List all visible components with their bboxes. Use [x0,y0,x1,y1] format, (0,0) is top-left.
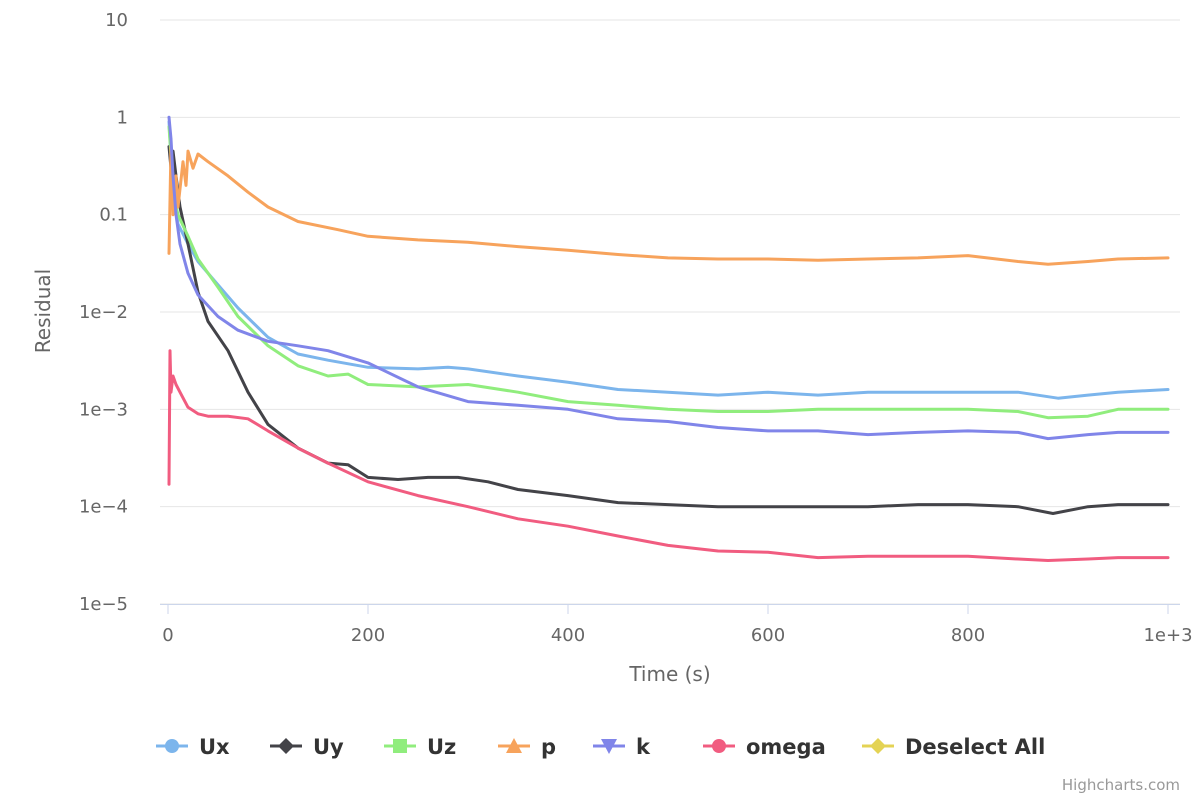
legend-marker-uy [278,738,294,754]
legend-marker-ux [165,739,179,753]
x-tick-label: 200 [351,625,385,646]
series-line-ux[interactable] [167,120,1170,400]
series-line-p[interactable] [167,145,1170,266]
y-axis: 10 1 0.1 1e−2 1e−3 1e−4 1e−5 [79,10,128,615]
series-line-uz[interactable] [167,125,1170,420]
x-tick-label: 0 [162,625,173,646]
series-line-k[interactable] [167,115,1170,441]
y-tick-label: 0.1 [99,205,128,226]
legend-label-uz: Uz [427,735,456,759]
legend-item-ux[interactable]: Ux [156,735,230,759]
series-line-omega[interactable] [167,349,1170,562]
legend-label-omega: omega [746,735,826,759]
y-tick-label: 10 [105,10,128,31]
legend-label-p: p [541,735,556,759]
x-axis: 0 200 400 600 800 1e+3 [160,604,1193,646]
y-tick-label: 1e−5 [79,594,128,615]
x-tick-label: 600 [751,625,785,646]
legend-label-uy: Uy [313,735,344,759]
legend-marker-uz [393,739,407,753]
legend-item-k[interactable]: k [593,735,651,759]
legend-item-uy[interactable]: Uy [270,735,344,759]
y-tick-label: 1e−3 [79,399,128,420]
legend-label-k: k [636,735,651,759]
y-tick-label: 1e−2 [79,302,128,323]
legend-marker-k [601,739,617,754]
series-group [167,115,1170,562]
legend-item-uz[interactable]: Uz [384,735,456,759]
legend-marker-p [506,738,522,753]
y-tick-label: 1e−4 [79,497,128,518]
legend-item-deselect-all[interactable]: Deselect All [862,735,1045,759]
x-tick-label: 800 [951,625,985,646]
legend-item-omega[interactable]: omega [703,735,826,759]
x-axis-title: Time (s) [628,662,710,686]
legend-marker-omega [712,739,726,753]
x-tick-label: 1e+3 [1143,625,1192,646]
legend-label-deselect-all: Deselect All [905,735,1045,759]
legend-item-p[interactable]: p [498,735,556,759]
y-tick-label: 1 [117,107,128,128]
legend-label-ux: Ux [199,735,230,759]
grid-lines [160,19,1180,605]
y-axis-title: Residual [31,269,55,353]
credits-text[interactable]: Highcharts.com [1062,776,1180,794]
series-line-uy[interactable] [167,145,1170,515]
legend: Ux Uy Uz p k omega Deselect All [156,735,1045,759]
x-tick-label: 400 [551,625,585,646]
legend-marker-deselect-all [870,738,886,754]
